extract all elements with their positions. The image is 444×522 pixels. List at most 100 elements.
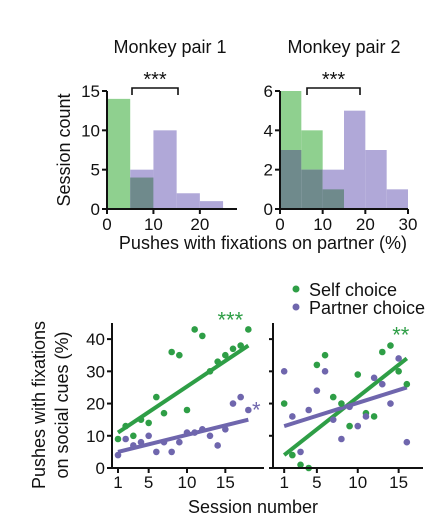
scatter2-point-self — [321, 351, 329, 359]
hist2-ytick-label: 4 — [264, 121, 273, 140]
scatter2-point-partner — [354, 422, 362, 430]
scatter1-point-self — [199, 332, 206, 340]
scatter1-point-partner — [145, 432, 152, 440]
scatter1-point-partner — [245, 406, 252, 414]
hist2-significance-bracket — [306, 87, 361, 95]
scatter1-xtick-label: 15 — [216, 473, 235, 492]
legend-marker-self — [292, 285, 300, 293]
hist2-xtick-label: 30 — [399, 215, 418, 234]
hist1-significance-stars: *** — [143, 69, 167, 91]
hist1-bar-partner-2 — [153, 130, 177, 209]
hist1-ytick-label: 5 — [91, 161, 100, 180]
scatter1-point-partner — [176, 438, 183, 446]
hist2-bar-overlap-0 — [280, 150, 302, 209]
scatter2-point-self — [313, 361, 321, 369]
scatter-y-axis-label-line2: on social cues (%) — [52, 331, 72, 478]
scatter2-point-self — [354, 371, 362, 378]
scatter1-point-partner — [114, 451, 122, 459]
scatter1-trendline-self — [116, 343, 250, 435]
scatter2-point-partner — [370, 374, 378, 382]
scatter1-point-self — [222, 351, 229, 359]
hist-x-axis-label: Pushes with fixations on partner (%) — [119, 233, 407, 253]
scatter2-point-self — [370, 413, 378, 420]
scatter2-significance-self: ** — [392, 322, 410, 347]
scatter1-xtick-label: 10 — [178, 473, 197, 492]
scatter1-xtick-label: 5 — [144, 473, 153, 492]
histogram-bars-layer — [107, 91, 408, 209]
scatter2-point-partner — [305, 406, 313, 414]
scatter1-point-self — [214, 358, 221, 365]
scatter1-point-self — [191, 326, 198, 333]
hist1-xtick-label: 10 — [144, 215, 163, 234]
hist1-significance-bracket — [131, 87, 179, 95]
hist2-ytick-label: 2 — [264, 161, 273, 180]
scatter2-point-partner — [362, 413, 370, 420]
hist1-ytick-label: 0 — [91, 200, 100, 219]
scatter2-point-partner — [395, 355, 402, 362]
scatter2-point-partner — [280, 368, 288, 375]
hist1-title: Monkey pair 1 — [113, 37, 226, 57]
scatter2-point-partner — [346, 403, 353, 411]
scatter2-xtick-label: 10 — [348, 473, 367, 492]
hist2-bar-partner-4 — [365, 150, 387, 209]
hist1-bar-partner-3 — [176, 193, 200, 209]
scatter1-point-partner — [206, 432, 214, 440]
hist2-bar-overlap-2 — [322, 189, 344, 209]
scatter1-significance-self: *** — [217, 308, 243, 333]
hist-y-axis-label: Session count — [54, 93, 74, 206]
scatter1-point-self — [168, 348, 175, 356]
scatter2-point-self — [403, 380, 411, 388]
hist1-bar-partner-4 — [199, 201, 224, 209]
scatter1-point-partner — [130, 442, 137, 449]
scatter2-point-partner — [329, 416, 337, 423]
scatter2-xtick-label: 15 — [389, 473, 408, 492]
hist2-xtick-label: 20 — [356, 215, 375, 234]
hist2-bar-partner-3 — [344, 110, 366, 209]
scatter1-point-partner — [199, 426, 206, 433]
scatter1-point-partner — [122, 435, 129, 443]
scatter2-point-self — [329, 393, 337, 401]
hist2-xtick-label: 10 — [313, 215, 332, 234]
scatter2-point-partner — [387, 400, 394, 407]
scatter1-point-partner — [183, 429, 191, 436]
scatter2-point-self — [395, 368, 402, 375]
hist2-significance-stars: *** — [322, 69, 346, 91]
scatter1-point-partner — [214, 442, 221, 449]
scatter1-trendline-partner — [117, 417, 249, 454]
legend-marker-partner — [292, 303, 300, 311]
scatter2-point-partner — [378, 380, 386, 388]
hist2-bar-overlap-1 — [301, 169, 323, 209]
scatter2-point-self — [297, 461, 304, 469]
scatter2-point-self — [378, 348, 386, 356]
scatter1-point-partner — [153, 448, 160, 456]
scatter1-point-self — [160, 409, 168, 417]
hist1-ytick-label: 10 — [81, 121, 100, 140]
scatter2-point-self — [346, 422, 353, 430]
scatter2-trendline-partner — [283, 385, 408, 429]
hist2-ytick-label: 6 — [264, 82, 273, 101]
scatter2-point-partner — [289, 413, 296, 420]
scatter1-point-partner — [229, 400, 237, 407]
scatter1-point-self — [114, 435, 122, 443]
scatter2-point-partner — [403, 438, 411, 446]
scatter2-point-partner — [338, 435, 345, 443]
scatter1-ytick-label: 10 — [86, 427, 105, 446]
scatter2-point-partner — [313, 387, 321, 394]
hist1-xtick-label: 0 — [102, 215, 111, 234]
scatter2-point-self — [338, 400, 345, 407]
scatter1-point-self — [229, 345, 237, 353]
scatter1-point-self — [153, 393, 160, 401]
scatter2-point-self — [280, 400, 288, 407]
scatter2-xtick-label: 1 — [279, 473, 288, 492]
legend-label-partner: Partner choice — [309, 298, 425, 318]
hist2-xtick-label: 0 — [275, 215, 284, 234]
hist2-ytick-label: 0 — [264, 200, 273, 219]
scatter1-ytick-label: 0 — [96, 459, 105, 478]
hist1-bar-overlap-1 — [130, 177, 154, 209]
axes-layer — [102, 87, 423, 473]
hist1-xtick-label: 20 — [190, 215, 209, 234]
scatter2-point-partner — [321, 368, 329, 375]
scatter1-point-self — [176, 351, 183, 359]
scatter2-xtick-label: 5 — [312, 473, 321, 492]
